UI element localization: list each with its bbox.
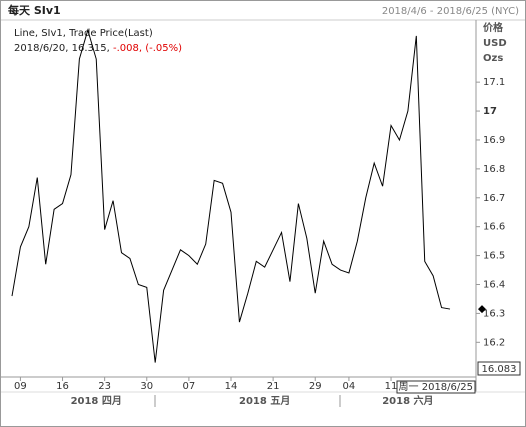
y-tick-label: 16.6	[483, 222, 505, 233]
y-tick-label: 16.2	[483, 337, 505, 348]
price-line	[11, 28, 451, 363]
y-tick-label: 17	[483, 106, 497, 117]
x-tick-label: 21	[267, 381, 280, 392]
info-value: 2018/6/20, 16.315,	[14, 43, 113, 54]
x-tick-label: 14	[225, 381, 238, 392]
x-tick-label: 11	[385, 381, 398, 392]
y-axis-header: Ozs	[483, 53, 503, 64]
info-line: 2018/6/20, 16.315, -.008, (-.05%)	[14, 43, 182, 54]
x-tick-label: 23	[98, 381, 111, 392]
y-tick-label: 16.9	[483, 135, 505, 146]
x-tick-label: 16	[56, 381, 69, 392]
y-tick-label: 17.1	[483, 77, 505, 88]
y-tick-label: 16.7	[483, 193, 505, 204]
x-tick-label: 07	[183, 381, 196, 392]
last-value-marker	[478, 305, 486, 314]
date-range: 2018/4/6 - 2018/6/25 (NYC)	[382, 6, 519, 17]
chart-title: 每天 SIv1	[8, 3, 61, 17]
info-line: Line, SIv1, Trade Price(Last)	[14, 28, 153, 39]
y-tick-label: 16.3	[483, 308, 505, 319]
y-tick-label: 16.8	[483, 164, 505, 175]
x-tick-label: 09	[14, 381, 27, 392]
y-tick-label: 16.5	[483, 251, 505, 262]
y-tick-label: 16.4	[483, 279, 505, 290]
x-tick-label: 30	[140, 381, 153, 392]
month-label: 2018 六月	[382, 394, 433, 407]
month-label: 2018 五月	[239, 395, 290, 407]
x-tick-label: 04	[343, 381, 356, 392]
y-axis-header: USD	[483, 38, 507, 49]
y-axis-header: 价格	[483, 21, 504, 34]
x-tick-label: 29	[309, 381, 322, 392]
crosshair-date-box	[396, 380, 476, 394]
month-label: 2018 四月	[71, 395, 122, 407]
crosshair-date: 周一 2018/6/25	[399, 381, 473, 393]
info-change: -.008, (-.05%)	[113, 43, 182, 54]
crosshair-value: 16.083	[482, 364, 517, 375]
crosshair-value-box	[477, 361, 521, 376]
